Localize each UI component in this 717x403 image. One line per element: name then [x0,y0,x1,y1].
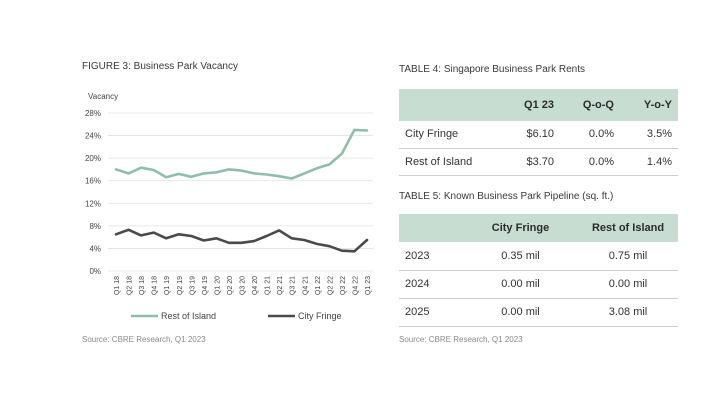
y-tick-label: 12% [85,199,101,208]
table-4-header-cell: Q-o-Q [560,89,620,121]
x-tick-label: Q1 22 [315,276,322,295]
table-cell: 0.00 mil [578,270,678,299]
series-line-city-fringe [114,228,369,253]
table-5-title: TABLE 5: Known Business Park Pipeline (s… [399,191,614,202]
x-tick-label: Q3 19 [189,276,196,295]
x-tick-label: Q2 20 [227,276,234,295]
table-cell: 0.75 mil [578,242,678,271]
x-tick-label: Q1 23 [365,276,372,295]
x-tick-label: Q2 19 [177,276,184,295]
table-cell: 2023 [399,242,463,271]
table-cell: 2025 [399,298,463,327]
table-cell: $3.70 [500,148,560,176]
series-line-rest-of-island [114,128,369,180]
x-tick-label: Q3 22 [340,276,347,295]
x-tick-label: Q1 21 [265,276,272,295]
table-5-header-cell: City Fringe [463,214,578,242]
x-tick-label: Q2 22 [327,276,334,295]
x-tick-label: Q3 21 [290,276,297,295]
legend-label: City Fringe [298,311,342,321]
table-4-header-cell [399,89,500,121]
table-cell: 2024 [399,270,463,299]
y-axis-label: Vacancy [88,92,118,101]
y-tick-label: 20% [85,154,101,163]
y-tick-label: 24% [85,132,101,141]
table-4-header-cell: Y-o-Y [620,89,678,121]
x-tick-label: Q4 19 [202,276,209,295]
y-axis-ticks: 0% 4% 8% 12% 16% 20% 24% 28% [85,109,101,276]
x-tick-label: Q4 22 [352,276,359,295]
chart-gridlines [108,112,373,272]
table-cell: 0.0% [560,121,620,149]
figure-3-source: Source: CBRE Research, Q1 2023 [82,335,206,344]
y-tick-label: 16% [85,177,101,186]
figure-3-title: FIGURE 3: Business Park Vacancy [82,61,238,72]
table-5-header-cell [399,214,463,242]
table-cell: 0.00 mil [463,270,578,299]
x-axis-ticks: Q1 18 Q2 18 Q3 18 Q4 18 Q1 19 Q2 19 Q3 19 Q4 19… [114,276,372,295]
table-cell: Rest of Island [399,148,500,176]
table-cell: City Fringe [399,121,500,149]
table-cell: 3.5% [620,121,678,149]
table-cell: 3.08 mil [578,298,678,327]
y-tick-label: 0% [89,267,101,276]
x-tick-label: Q3 20 [240,276,247,295]
table-5-header-row: City Fringe Rest of Island [399,214,678,242]
y-tick-label: 4% [89,244,101,253]
table-cell: 1.4% [620,148,678,176]
table-row: 2023 0.35 mil 0.75 mil [399,242,678,271]
table-row: Rest of Island $3.70 0.0% 1.4% [399,148,678,176]
x-tick-label: Q1 20 [214,276,221,295]
table-cell: 0.35 mil [463,242,578,271]
table-cell: 0.0% [560,148,620,176]
y-tick-label: 8% [89,222,101,231]
table-5-header-cell: Rest of Island [578,214,678,242]
table-4-rents: Q1 23 Q-o-Q Y-o-Y City Fringe $6.10 0.0%… [399,89,678,176]
legend-label: Rest of Island [161,311,216,321]
x-tick-label: Q4 21 [302,276,309,295]
chart-legend: Rest of Island City Fringe [131,311,342,321]
x-tick-label: Q3 18 [139,276,146,295]
table-cell: 0.00 mil [463,298,578,327]
x-tick-label: Q4 18 [152,276,159,295]
x-tick-label: Q2 21 [277,276,284,295]
table-row: 2025 0.00 mil 3.08 mil [399,298,678,327]
table-4-header-row: Q1 23 Q-o-Q Y-o-Y [399,89,678,121]
chart-series [114,128,369,253]
x-tick-label: Q1 19 [164,276,171,295]
table-4-title: TABLE 4: Singapore Business Park Rents [399,64,586,75]
x-tick-label: Q4 20 [252,276,259,295]
y-tick-label: 28% [85,109,101,118]
table-5-source: Source: CBRE Research, Q1 2023 [399,335,523,344]
table-row: City Fringe $6.10 0.0% 3.5% [399,121,678,149]
table-cell: $6.10 [500,121,560,149]
table-4-header-cell: Q1 23 [500,89,560,121]
x-tick-label: Q1 18 [114,276,121,295]
table-row: 2024 0.00 mil 0.00 mil [399,270,678,299]
x-tick-label: Q2 18 [127,276,134,295]
table-5-pipeline: City Fringe Rest of Island 2023 0.35 mil… [399,214,678,327]
